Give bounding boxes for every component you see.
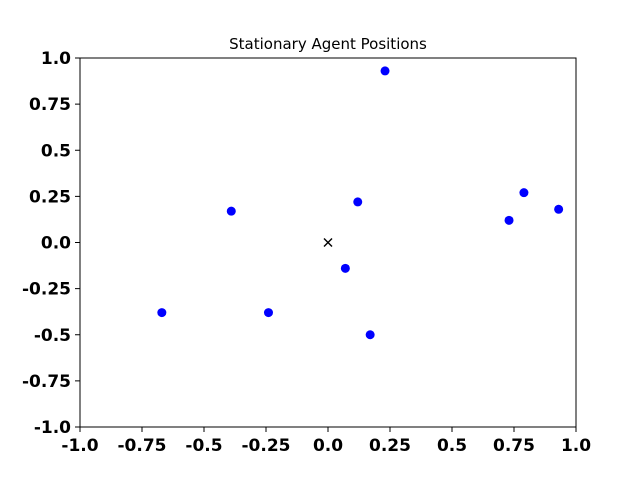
x-tick-label: 0.75 [493,436,535,456]
agent-point [519,188,529,198]
x-axis: -1.0 -0.75 -0.5 -0.25 0.0 0.25 0.5 0.75 1.0 [61,427,591,456]
x-tick-label: -0.25 [242,436,291,456]
center-x-marker [323,238,333,247]
agent-point [340,263,350,273]
y-tick-label: 0.25 [29,187,71,207]
y-tick-label: 0.5 [41,141,71,161]
agent-point [263,308,273,318]
y-tick-label: -0.25 [22,280,71,300]
y-tick-label: 1.0 [41,49,71,69]
x-tick-label: 0.0 [313,436,343,456]
chart-title: Stationary Agent Positions [229,35,427,53]
y-tick-label: 0.0 [41,234,71,254]
x-tick-label: -0.75 [118,436,167,456]
agent-point [226,206,236,216]
x-tick-label: 1.0 [561,436,591,456]
x-tick-label: -1.0 [61,436,98,456]
y-tick-label: -0.75 [22,372,71,392]
agent-point [157,308,167,318]
x-tick-label: -0.5 [185,436,222,456]
agent-point [554,204,564,214]
agent-point [504,215,514,225]
y-tick-label: -1.0 [34,418,71,438]
y-axis: 1.0 0.75 0.5 0.25 0.0 -0.25 -0.5 -0.75 -1.0 [22,49,80,438]
agent-point [380,66,390,76]
x-tick-label: 0.5 [437,436,467,456]
x-tick-label: 0.25 [369,436,411,456]
agent-point [365,330,375,340]
data-points [157,66,564,340]
y-tick-label: 0.75 [29,95,71,115]
agent-point [353,197,363,207]
y-tick-label: -0.5 [34,326,71,346]
